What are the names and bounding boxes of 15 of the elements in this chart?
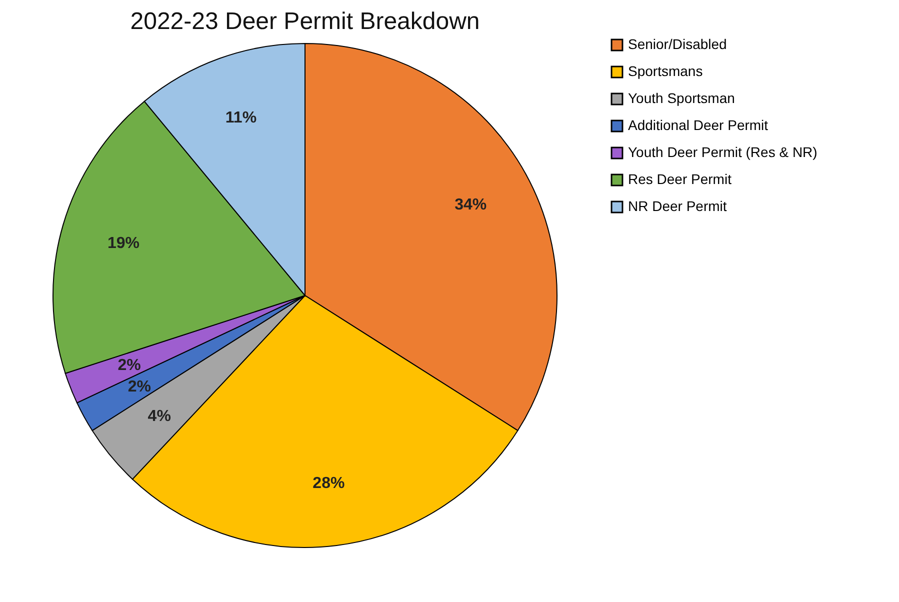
data-label: 28% <box>312 475 345 492</box>
legend-label: NR Deer Permit <box>628 198 727 214</box>
legend-label: Additional Deer Permit <box>628 117 768 133</box>
data-label: 2% <box>128 378 151 396</box>
data-label: 4% <box>148 408 171 425</box>
chart-title: 2022-23 Deer Permit Breakdown <box>130 8 480 35</box>
legend-label: Res Deer Permit <box>628 171 732 187</box>
legend-label: Senior/Disabled <box>628 36 727 52</box>
legend-label: Youth Sportsman <box>628 90 735 106</box>
legend-label: Youth Deer Permit (Res & NR) <box>628 144 818 160</box>
legend-label: Sportsmans <box>628 63 703 79</box>
data-label: 34% <box>454 196 487 214</box>
data-label: 11% <box>225 110 257 127</box>
data-label: 2% <box>118 357 141 374</box>
data-label: 19% <box>107 234 140 252</box>
